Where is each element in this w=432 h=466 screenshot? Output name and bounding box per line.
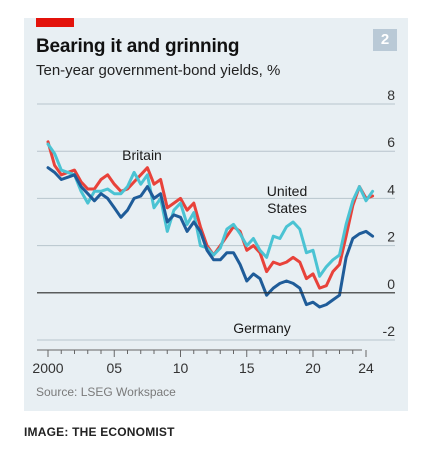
series-label-germany: Germany [233, 320, 291, 336]
x-tick-label: 10 [173, 360, 189, 376]
series-label-line: Germany [233, 320, 291, 336]
x-tick-label: 05 [106, 360, 122, 376]
y-tick-label: 0 [387, 276, 395, 292]
series-labels: Britain United States Germany [122, 147, 307, 336]
y-tick-label: 6 [387, 134, 395, 150]
chart-title: Bearing it and grinning [36, 36, 240, 57]
series-line-united-states [46, 142, 375, 278]
chart-panel [24, 18, 408, 411]
series-lines [46, 140, 375, 309]
source-note: Source: LSEG Workspace [36, 385, 176, 399]
x-tick-label: 15 [239, 360, 255, 376]
series-label-line: United [267, 183, 307, 199]
series-label-line: States [267, 200, 307, 216]
gridlines [37, 103, 395, 341]
x-tick-label: 2000 [32, 360, 63, 376]
series-label-line: Britain [122, 147, 162, 163]
y-tick-label: 4 [387, 181, 395, 197]
y-tick-label: 2 [387, 229, 395, 245]
chart-subtitle: Ten-year government-bond yields, % [36, 62, 281, 79]
y-tick-label: 8 [387, 87, 395, 103]
series-line-britain [46, 140, 375, 290]
image-credit: IMAGE: THE ECONOMIST [24, 425, 175, 439]
x-tick-label: 24 [358, 360, 374, 376]
series-label-united-states: United States [267, 183, 307, 216]
series-label-britain: Britain [122, 147, 162, 163]
x-tick-label: 20 [305, 360, 321, 376]
y-tick-label: -2 [383, 323, 396, 339]
accent-bar [36, 18, 74, 27]
chart-number-badge: 2 [373, 29, 397, 51]
series-line-germany [46, 166, 375, 309]
